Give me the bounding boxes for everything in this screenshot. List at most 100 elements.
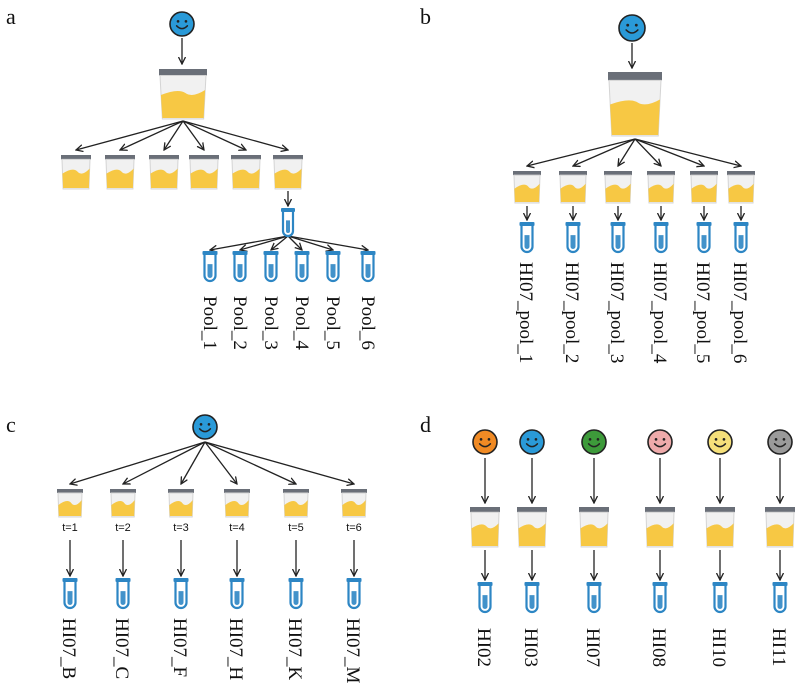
time-label: t=5 <box>288 522 304 534</box>
urine-cup-icon <box>513 171 541 204</box>
arrow <box>573 138 636 166</box>
urine-cup-icon <box>765 507 795 548</box>
sample-label: Pool_2 <box>229 296 250 350</box>
time-label: t=3 <box>173 522 189 534</box>
arrow <box>618 138 636 166</box>
arrow <box>182 120 246 150</box>
sample-label: HI07_H <box>225 618 246 681</box>
test-tube-icon <box>733 222 749 254</box>
sample-label: Pool_6 <box>357 296 378 350</box>
time-label: t=1 <box>62 522 78 534</box>
time-label: t=6 <box>346 522 362 534</box>
icons-layer <box>57 11 795 614</box>
sample-label: Pool_5 <box>322 296 343 350</box>
urine-cup-icon <box>283 489 309 518</box>
test-tube-icon <box>229 578 245 610</box>
urine-cup-icon <box>105 155 135 190</box>
urine-cup-icon <box>231 155 261 190</box>
urine-cup-icon <box>579 507 609 548</box>
sample-label: HI07_B <box>58 618 79 679</box>
sample-label: HI02 <box>473 628 494 667</box>
test-tube-icon <box>586 582 602 614</box>
test-tube-icon <box>232 251 248 283</box>
test-tube-icon <box>477 582 493 614</box>
arrow <box>240 235 289 250</box>
test-tube-icon <box>288 578 304 610</box>
urine-cup-icon <box>559 171 587 204</box>
urine-cup-icon <box>727 171 755 204</box>
smiley-icon <box>618 14 646 42</box>
urine-cup-icon <box>645 507 675 548</box>
arrow <box>182 120 204 150</box>
arrow <box>527 138 636 166</box>
smiley-icon <box>472 429 498 455</box>
urine-cup-icon <box>341 489 367 518</box>
urine-cup-icon <box>604 171 632 204</box>
arrow <box>287 235 333 250</box>
test-tube-icon <box>610 222 626 254</box>
arrow <box>204 441 237 484</box>
test-tube-icon <box>346 578 362 610</box>
labels-layer: Pool_1 Pool_2 Pool_3 Pool_4 Pool_5 Pool_6 HI07… <box>58 262 789 684</box>
urine-cup-icon <box>189 155 219 190</box>
test-tube-icon <box>565 222 581 254</box>
test-tube-icon <box>115 578 131 610</box>
urine-cup-icon <box>110 489 136 518</box>
sample-label: HI07_pool_2 <box>561 262 582 363</box>
arrow <box>123 441 206 484</box>
test-tube-icon <box>281 208 295 238</box>
sample-label: HI07 <box>582 628 603 667</box>
sample-label: HI11 <box>768 628 789 666</box>
test-tube-icon <box>62 578 78 610</box>
test-tube-icon <box>519 222 535 254</box>
urine-cup-icon <box>168 489 194 518</box>
test-tube-icon <box>652 582 668 614</box>
smiley-icon <box>192 414 218 440</box>
arrow <box>634 138 661 166</box>
smiley-icon <box>519 429 545 455</box>
arrow <box>271 235 289 250</box>
test-tube-icon <box>524 582 540 614</box>
arrow <box>204 441 296 484</box>
urine-cup-icon <box>705 507 735 548</box>
urine-cup-icon <box>224 489 250 518</box>
sample-label: HI07_F <box>169 618 190 677</box>
smiley-icon <box>647 429 673 455</box>
time-label: t=2 <box>115 522 131 534</box>
test-tube-icon <box>772 582 788 614</box>
panel-b-letter: b <box>420 4 431 29</box>
arrow <box>76 120 184 150</box>
test-tube-icon <box>202 251 218 283</box>
urine-cup-icon <box>273 155 303 190</box>
urine-cup-icon <box>470 507 500 548</box>
urine-cup-icon <box>149 155 179 190</box>
urine-cup-icon <box>647 171 675 204</box>
sample-label: HI07_pool_5 <box>692 262 713 363</box>
sample-label: Pool_1 <box>199 296 220 350</box>
arrows-layer <box>70 38 780 580</box>
arrow <box>210 235 289 250</box>
urine-cup-icon <box>608 72 662 137</box>
panel-c-letter: c <box>6 412 16 437</box>
test-tube-icon <box>696 222 712 254</box>
urine-cup-icon <box>690 171 718 204</box>
sample-label: HI07_C <box>111 618 132 679</box>
sample-label: HI07_pool_1 <box>515 262 536 363</box>
sample-label: HI07_M <box>342 618 363 684</box>
sample-label: HI03 <box>520 628 541 667</box>
arrow <box>164 120 184 150</box>
urine-cup-icon <box>61 155 91 190</box>
arrow <box>120 120 184 150</box>
arrow <box>70 441 206 484</box>
sample-label: HI07_pool_4 <box>649 262 670 364</box>
arrow <box>181 441 206 484</box>
test-tube-icon <box>173 578 189 610</box>
urine-cup-icon <box>57 489 83 518</box>
smiley-icon <box>767 429 793 455</box>
sample-label: HI07_K <box>284 618 305 681</box>
test-tube-icon <box>712 582 728 614</box>
sample-label: HI07_pool_6 <box>729 262 750 363</box>
smiley-icon <box>169 11 195 37</box>
arrow <box>634 138 741 166</box>
